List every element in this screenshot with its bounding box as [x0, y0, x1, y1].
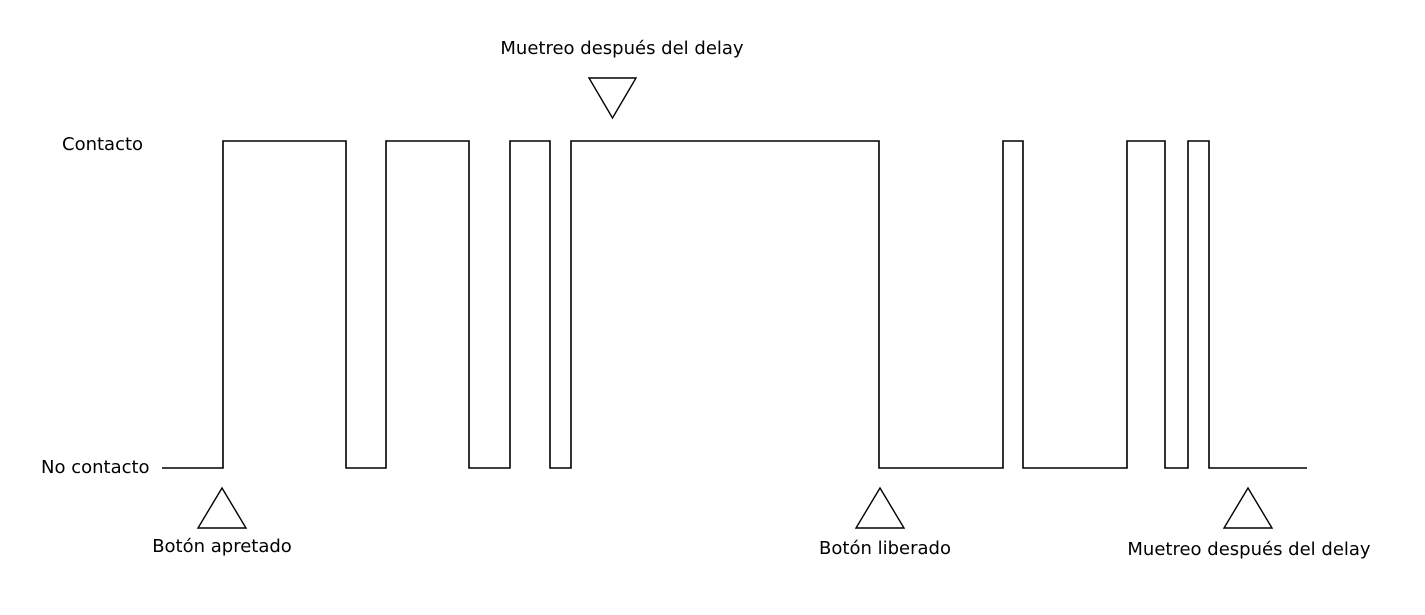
- button-pressed-label: Botón apretado: [152, 536, 292, 557]
- signal-waveform: [162, 140, 1307, 469]
- level-label-contact: Contacto: [62, 134, 143, 155]
- button-released-label: Botón liberado: [819, 538, 951, 559]
- sample-down-triangle-icon: [587, 77, 638, 120]
- sample-up-triangle-icon: [1222, 486, 1274, 529]
- sample-label-bottom: Muetreo después del delay: [1127, 539, 1371, 560]
- sample-label-top: Muetreo después del delay: [500, 38, 744, 59]
- button-released-triangle-icon: [854, 486, 906, 529]
- button-pressed-triangle-icon: [196, 486, 248, 529]
- level-label-no-contact: No contacto: [41, 457, 150, 478]
